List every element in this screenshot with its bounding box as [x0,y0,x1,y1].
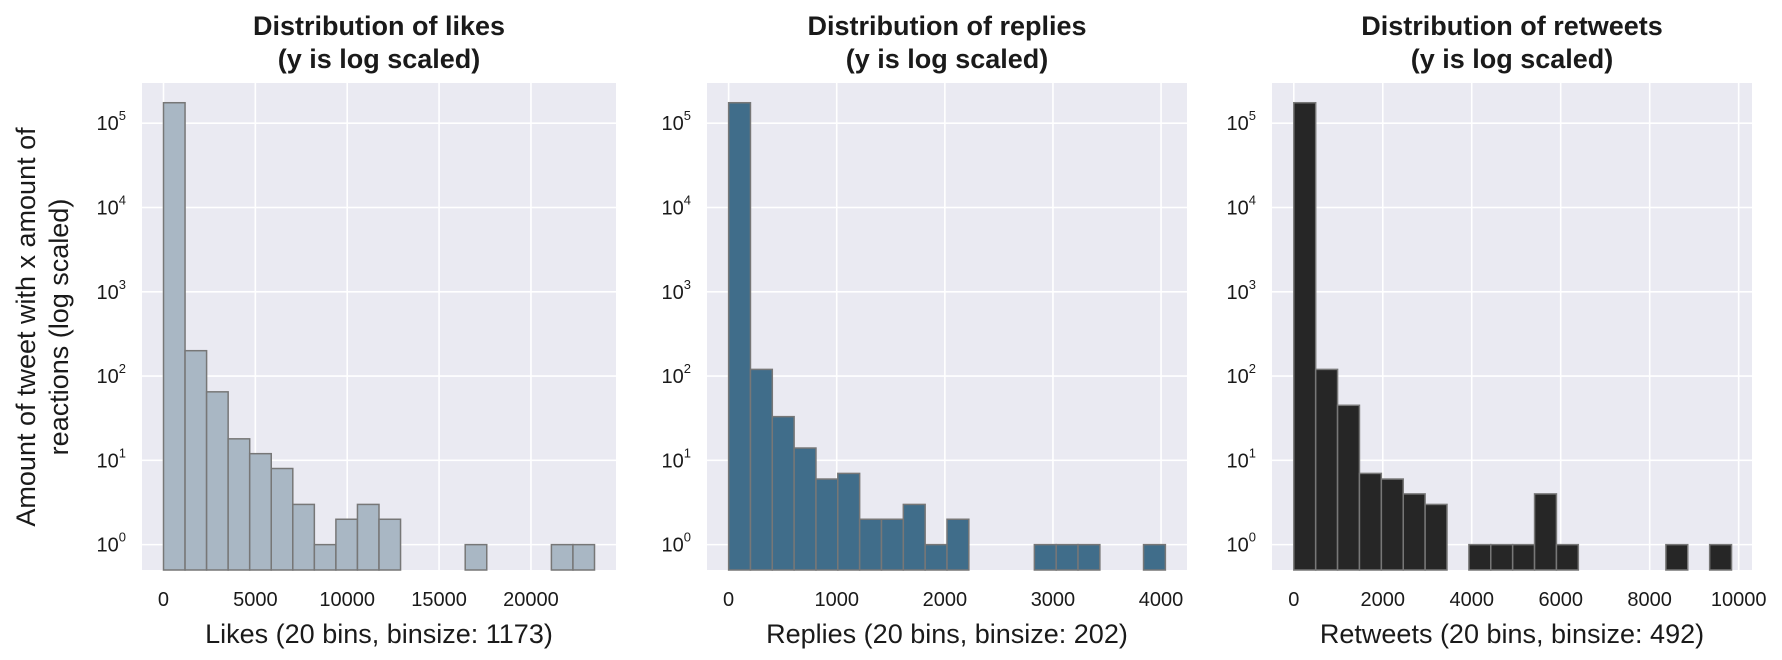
panel1-bar-10 [946,518,970,571]
panel2-y-tick-label-3: 103 [1227,277,1256,304]
panel2-bar-12 [1555,543,1580,571]
panel0-x-tick-label-3: 15000 [411,589,467,611]
panel0-bar-7 [313,543,337,571]
panel1-bar-9 [924,543,948,571]
panel2-x-tick-label-5: 10000 [1711,589,1767,611]
shared-y-axis-label-line1: Amount of tweet with x amount of [11,127,41,527]
panel1-y-tick-label-3: 103 [662,277,691,304]
panel0-y-tick-label-3: 103 [97,277,126,304]
panel0-y-tick-label-4: 104 [97,192,126,219]
panel1-y-tick-label-1: 101 [662,445,691,472]
panel2-y-tick-label-2: 102 [1227,361,1256,388]
panel1-bar-5 [837,472,861,571]
panel1-title-line2: (y is log scaled) [846,44,1049,74]
panel1-x-tick-label-4: 4000 [1139,589,1184,611]
panel0-bar-4 [248,452,272,571]
panel2-bar-3 [1358,472,1383,571]
panel1-bar-6 [858,518,883,571]
panel2-bar-17 [1665,543,1689,571]
panel1-bar-1 [749,368,774,571]
panel0-title-line2: (y is log scaled) [278,44,481,74]
panel2-bar-2 [1336,404,1361,571]
panel2-bar-6 [1424,503,1448,571]
panel1-bar-8 [902,503,926,571]
panel0-bar-8 [335,518,359,571]
panel0-bar-14 [464,543,488,571]
panel2-x-tick-label-1: 2000 [1361,589,1406,611]
panel1-x-axis-label: Replies (20 bins, binsize: 202) [766,619,1128,649]
panel2-y-tick-label-1: 101 [1227,445,1256,472]
panel2-bar-0 [1293,101,1317,571]
panel0-title-line1: Distribution of likes [253,11,505,41]
panel2-title-line2: (y is log scaled) [1411,44,1614,74]
panel2-y-tick-label-0: 100 [1227,530,1256,557]
panel0-bar-2 [205,391,229,571]
panel2-x-tick-label-2: 4000 [1449,589,1494,611]
panel2-bar-9 [1490,543,1514,571]
panel0-y-tick-label-1: 101 [97,445,126,472]
panel1-bar-2 [771,415,795,571]
panel0-x-tick-label-4: 20000 [503,589,559,611]
panel0-bar-5 [270,467,294,571]
panel0-x-axis-label: Likes (20 bins, binsize: 1173) [205,619,553,649]
likes-histogram-panel: Distribution of likes(y is log scaled) 0 5… [97,11,616,649]
retweets-histogram-panel: Distribution of retweets(y is log scaled… [1227,11,1767,649]
panel1-y-tick-label-0: 100 [662,530,691,557]
panel0-bar-3 [227,438,251,571]
panel1-x-tick-label-3: 3000 [1031,589,1076,611]
panel1-x-tick-label-1: 1000 [814,589,859,611]
panel2-x-tick-label-0: 0 [1288,589,1299,611]
panel0-x-tick-label-0: 0 [158,589,169,611]
panel1-bar-7 [880,518,905,571]
panel1-y-tick-label-4: 104 [662,192,691,219]
panel0-bar-18 [550,543,574,571]
panel2-x-tick-label-4: 8000 [1627,589,1672,611]
panel2-bar-19 [1708,543,1733,571]
panel1-bar-19 [1142,543,1167,571]
panel0-bar-19 [572,543,596,571]
panel2-x-tick-label-3: 6000 [1538,589,1583,611]
panel1-bar-14 [1033,543,1057,571]
panel0-bar-9 [356,503,380,571]
panel0-x-tick-label-2: 10000 [319,589,375,611]
panel0-bar-0 [162,101,186,571]
panel1-title-line1: Distribution of replies [807,11,1086,41]
shared-y-axis-label-line2: reactions (log scaled) [44,199,74,456]
panel2-bar-10 [1511,543,1536,571]
panel2-y-tick-label-4: 104 [1227,192,1256,219]
replies-histogram-panel: Distribution of replies(y is log scaled)… [662,11,1187,649]
panel0-bar-1 [184,349,208,571]
panel2-bar-1 [1314,368,1339,571]
panel0-x-tick-label-1: 5000 [233,589,278,611]
panel2-bar-4 [1380,478,1404,571]
panel1-y-tick-label-5: 105 [662,108,691,135]
panel2-bar-5 [1402,493,1426,571]
panel0-y-tick-label-2: 102 [97,361,126,388]
panel2-title-line1: Distribution of retweets [1361,11,1663,41]
panel1-bar-15 [1055,543,1079,571]
panel2-bar-8 [1468,543,1492,571]
panel2-x-axis-label: Retweets (20 bins, binsize: 492) [1320,619,1704,649]
panel1-bar-16 [1077,543,1101,571]
panel0-bar-10 [378,518,402,571]
panel1-bar-3 [793,447,817,571]
panel1-y-tick-label-2: 102 [662,361,691,388]
panel2-y-tick-label-5: 105 [1227,108,1256,135]
panel1-x-tick-label-2: 2000 [923,589,968,611]
panel0-y-tick-label-5: 105 [97,108,126,135]
panel0-y-tick-label-0: 100 [97,530,126,557]
panel0-bar-6 [292,503,316,571]
panel1-bar-0 [727,101,752,571]
panel1-bar-4 [815,478,839,571]
panel1-x-tick-label-0: 0 [723,589,734,611]
panel2-bar-11 [1533,493,1558,571]
